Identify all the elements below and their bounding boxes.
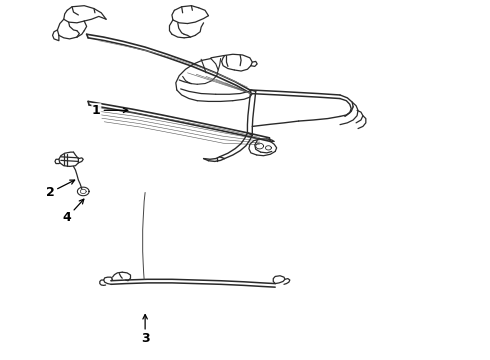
Text: 4: 4 xyxy=(63,199,84,224)
Text: 1: 1 xyxy=(92,104,128,117)
Text: 3: 3 xyxy=(141,315,149,346)
Text: 2: 2 xyxy=(46,180,74,199)
